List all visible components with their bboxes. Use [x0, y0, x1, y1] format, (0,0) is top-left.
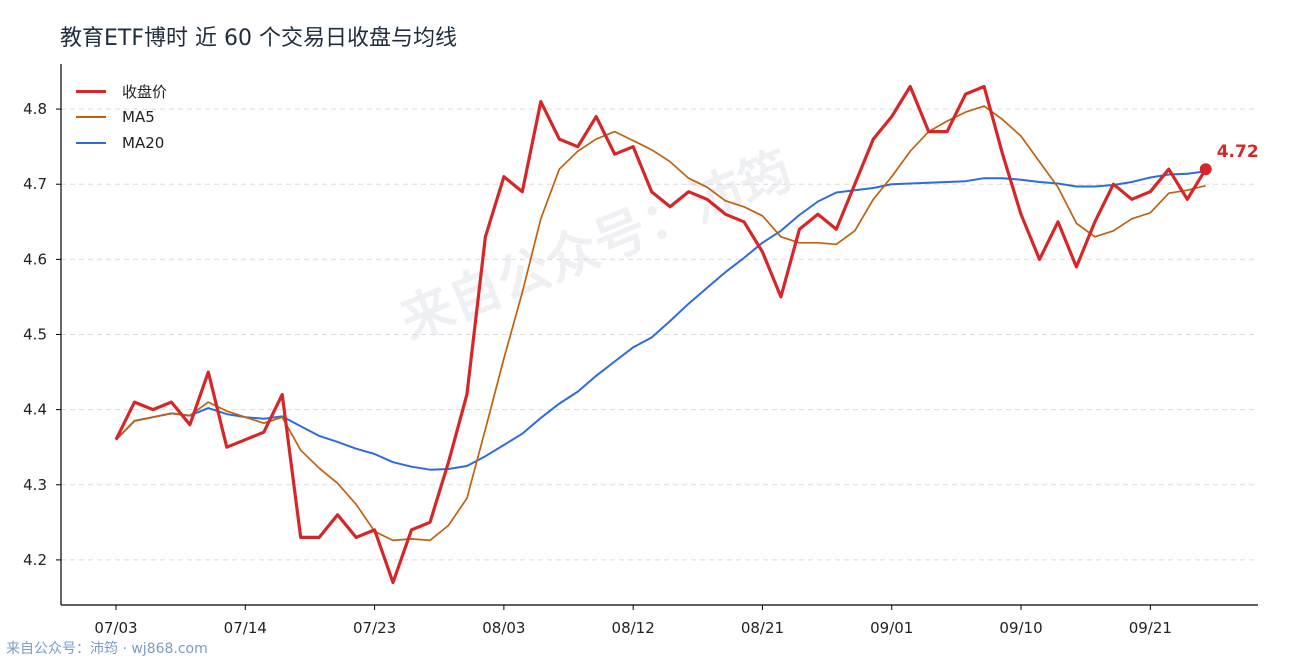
footer-credit: 来自公众号：沛筠 · wj868.com	[6, 638, 208, 658]
y-tick-label: 4.3	[23, 476, 47, 494]
series-line-ma5	[116, 106, 1206, 540]
x-tick-label: 07/14	[224, 619, 267, 637]
legend: 收盘价 MA5 MA20	[76, 78, 167, 156]
y-tick-label: 4.8	[23, 100, 47, 118]
legend-label-ma5: MA5	[122, 108, 155, 126]
y-tick-label: 4.2	[23, 551, 47, 569]
x-tick-label: 08/03	[482, 619, 525, 637]
y-ticks: 4.2 4.3 4.4 4.5 4.6 4.7 4.8	[23, 100, 61, 569]
x-tick-label: 09/01	[870, 619, 913, 637]
x-tick-label: 07/03	[94, 619, 137, 637]
x-tick-label: 07/23	[353, 619, 396, 637]
legend-item-ma20: MA20	[76, 130, 167, 156]
x-tick-label: 09/10	[999, 619, 1042, 637]
x-tick-label: 08/12	[612, 619, 655, 637]
y-tick-label: 4.4	[23, 401, 47, 419]
x-tick-label: 08/21	[741, 619, 784, 637]
legend-swatch-close	[76, 90, 106, 93]
legend-label-ma20: MA20	[122, 134, 164, 152]
y-tick-label: 4.5	[23, 326, 47, 344]
legend-item-close: 收盘价	[76, 78, 167, 104]
last-point-dot	[1200, 163, 1212, 175]
last-point-marker: 4.72	[1200, 142, 1259, 175]
last-value-label: 4.72	[1217, 142, 1259, 162]
legend-label-close: 收盘价	[122, 81, 167, 102]
watermark: 来自公众号：沛筠	[392, 141, 800, 352]
legend-swatch-ma20	[76, 142, 106, 144]
x-ticks: 07/03 07/14 07/23 08/03 08/12 08/21 09/01 09/10…	[94, 605, 1172, 637]
legend-item-ma5: MA5	[76, 104, 167, 130]
x-tick-label: 09/21	[1129, 619, 1172, 637]
y-tick-label: 4.6	[23, 250, 47, 268]
y-tick-label: 4.7	[23, 175, 47, 193]
legend-swatch-ma5	[76, 116, 106, 118]
grid-lines	[61, 109, 1258, 560]
